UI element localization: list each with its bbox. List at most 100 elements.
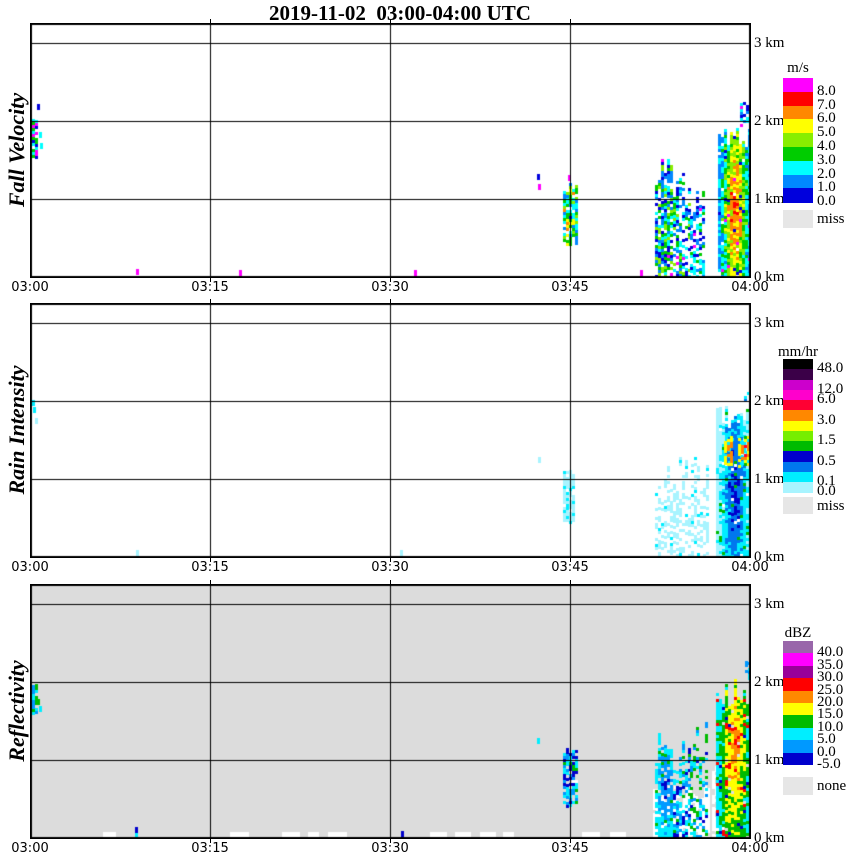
legend-color-cell xyxy=(783,727,813,741)
legend-color-cell xyxy=(783,451,813,462)
legend-color-cell xyxy=(783,359,813,370)
legend-color-cell xyxy=(783,641,813,654)
height-km-label: 2 km xyxy=(754,113,785,129)
legend-missing-label: miss xyxy=(817,211,845,227)
x-tick-label: 03:30 xyxy=(371,841,409,856)
x-tick-label: 03:00 xyxy=(11,280,49,295)
legend-color-cell xyxy=(783,740,813,754)
legend-missing-cell xyxy=(783,497,813,514)
rain-intensity-heatmap xyxy=(30,303,751,558)
x-axis-tick xyxy=(210,278,211,282)
x-tick-label: 03:30 xyxy=(371,560,409,575)
x-axis-tick xyxy=(210,839,211,843)
legend-color-cell xyxy=(783,379,813,391)
legend-color-cell xyxy=(783,678,813,692)
x-axis-tick xyxy=(570,299,571,303)
legend-color-cell xyxy=(783,461,813,473)
legend-value-label: 15.0 xyxy=(817,706,844,723)
y-axis-label-reflectivity: Reflectivity xyxy=(4,660,29,762)
x-axis-tick xyxy=(210,580,211,584)
height-km-label: 0 km xyxy=(754,549,785,565)
legend-value-label: 6.0 xyxy=(817,391,836,407)
height-km-label: 1 km xyxy=(754,752,785,768)
legend-color-cell xyxy=(783,188,813,203)
legend-color-cell xyxy=(783,133,813,148)
legend-value-label: 48.0 xyxy=(817,360,844,377)
x-axis-tick xyxy=(570,19,571,23)
legend-color-cell xyxy=(783,369,813,380)
x-tick-label: 04:00 xyxy=(731,560,769,575)
x-tick-label: 03:30 xyxy=(371,280,409,295)
legend-value-label: 10.0 xyxy=(817,718,844,735)
legend-color-cell xyxy=(783,715,813,729)
legend-value-label: 30.0 xyxy=(817,669,844,686)
legend-value-label: 3.0 xyxy=(817,151,836,168)
legend-unit-label: m/s xyxy=(787,60,809,76)
legend-color-cell xyxy=(783,665,813,679)
legend-color-cell xyxy=(783,147,813,162)
legend-missing-label: none xyxy=(817,778,847,794)
legend-value-label: 0.0 xyxy=(817,193,836,210)
x-tick-label: 03:15 xyxy=(191,841,229,856)
legend-color-cell xyxy=(783,389,813,401)
legend-color-cell xyxy=(783,420,813,432)
legend-color-cell xyxy=(783,119,813,134)
legend-value-label: 0.5 xyxy=(817,452,836,469)
height-km-label: 1 km xyxy=(754,471,785,487)
height-km-label: 3 km xyxy=(754,315,785,331)
x-tick-label: 04:00 xyxy=(731,841,769,856)
legend-unit-label: mm/hr xyxy=(778,344,818,360)
x-axis-tick xyxy=(570,278,571,282)
x-axis-tick xyxy=(390,839,391,843)
x-axis-tick xyxy=(570,839,571,843)
x-axis-tick xyxy=(210,19,211,23)
legend-value-label: 35.0 xyxy=(817,656,844,673)
x-tick-label: 03:15 xyxy=(191,280,229,295)
legend-missing-cell xyxy=(783,210,813,228)
y-axis-label-rain-intensity: Rain Intensity xyxy=(4,365,29,495)
x-tick-label: 03:45 xyxy=(551,841,589,856)
legend-value-label: 1.5 xyxy=(817,432,836,448)
x-tick-label: 03:00 xyxy=(11,841,49,856)
legend-color-cell xyxy=(783,482,813,493)
x-axis-tick xyxy=(390,558,391,562)
fall-velocity-heatmap xyxy=(30,23,751,278)
x-axis-tick xyxy=(570,580,571,584)
legend-unit-label: dBZ xyxy=(784,625,812,641)
legend-value-label: 4.0 xyxy=(817,138,836,154)
chart-title: 2019-11-02 03:00-04:00 UTC xyxy=(269,1,531,25)
x-tick-label: 04:00 xyxy=(731,280,769,295)
legend-value-label: 1.0 xyxy=(817,179,836,196)
legend-value-label: 5.0 xyxy=(817,124,836,141)
legend-value-label: 2.0 xyxy=(817,165,836,182)
height-km-label: 2 km xyxy=(754,674,785,690)
x-axis-tick xyxy=(210,299,211,303)
height-km-label: 3 km xyxy=(754,596,785,612)
legend-value-label: 7.0 xyxy=(817,96,836,113)
legend-value-label: 0.0 xyxy=(817,483,836,500)
legend-value-label: 6.0 xyxy=(817,110,836,127)
legend-value-label: 25.0 xyxy=(817,681,844,698)
legend-value-label: 40.0 xyxy=(817,644,844,661)
y-axis-label-fall-velocity: Fall Velocity xyxy=(4,92,29,208)
legend-color-cell xyxy=(783,105,813,120)
height-km-label: 2 km xyxy=(754,393,785,409)
x-axis-tick xyxy=(390,299,391,303)
legend-color-cell xyxy=(783,752,813,766)
legend-color-cell xyxy=(783,430,813,442)
legend-color-cell xyxy=(783,690,813,704)
legend-missing-label: miss xyxy=(817,498,845,514)
legend-value-label: 12.0 xyxy=(817,380,844,397)
x-axis-tick xyxy=(390,19,391,23)
x-axis-tick xyxy=(210,558,211,562)
legend-color-cell xyxy=(783,471,813,483)
legend-value-label: 0.0 xyxy=(817,743,836,760)
x-axis-tick xyxy=(570,558,571,562)
height-km-label: 3 km xyxy=(754,35,785,51)
legend-color-cell xyxy=(783,400,813,411)
legend-value-label: 5.0 xyxy=(817,731,836,748)
x-axis-tick xyxy=(390,580,391,584)
x-tick-label: 03:45 xyxy=(551,560,589,575)
legend-missing-cell xyxy=(783,777,813,795)
